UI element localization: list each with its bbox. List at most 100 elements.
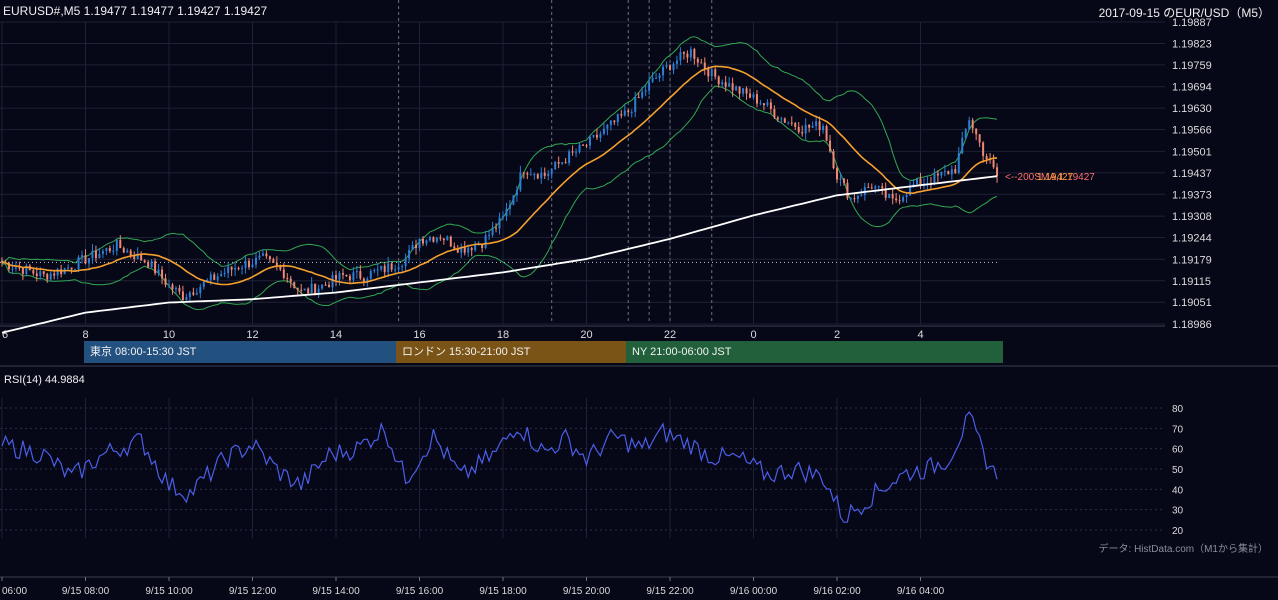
- candle-body: [352, 272, 355, 281]
- candle-body: [891, 193, 894, 199]
- candle-body: [818, 121, 821, 131]
- time-tick-label: 10: [163, 329, 175, 341]
- candle-body: [307, 288, 310, 293]
- candle-body: [463, 247, 466, 253]
- candle-body: [634, 97, 637, 113]
- candle-body: [975, 128, 978, 135]
- time-tick-label: 4: [917, 329, 923, 341]
- candle-body: [491, 227, 494, 235]
- candle-body: [672, 63, 675, 70]
- sma20-line: [1, 65, 998, 286]
- candle-body: [508, 204, 511, 209]
- candle-body: [856, 195, 859, 199]
- candle-body: [435, 237, 438, 242]
- candle-body: [35, 273, 38, 277]
- candle-body: [964, 129, 967, 138]
- price-tick-label: 1.19823: [1172, 38, 1212, 50]
- candle-body: [561, 162, 564, 164]
- candle-body: [759, 103, 762, 105]
- candle-body: [411, 244, 414, 251]
- candle-body: [94, 250, 97, 259]
- candle-body: [627, 110, 630, 113]
- candle-body: [982, 142, 985, 157]
- candle-body: [745, 88, 748, 94]
- candle-body: [822, 126, 825, 131]
- candle-body: [926, 182, 929, 184]
- candle-body: [905, 195, 908, 198]
- candle-body: [588, 136, 591, 146]
- candle-body: [206, 280, 209, 282]
- candle-body: [547, 173, 550, 176]
- candle-body: [916, 178, 919, 185]
- candle-body: [696, 58, 699, 63]
- candle-body: [289, 278, 292, 283]
- session-bar-london: ロンドン 15:30-21:00 JST: [396, 341, 626, 363]
- candle-body: [432, 237, 435, 242]
- candle-body: [195, 293, 198, 295]
- candle-body: [655, 77, 658, 79]
- candle-body: [223, 273, 226, 275]
- candle-body: [21, 267, 24, 274]
- candle-body: [717, 76, 720, 85]
- candle-body: [362, 278, 365, 282]
- candle-body: [42, 271, 45, 274]
- candle-body: [595, 134, 598, 138]
- candle-body: [126, 250, 129, 253]
- candle-body: [630, 112, 633, 114]
- candle-body: [842, 178, 845, 183]
- candle-body: [456, 248, 459, 253]
- last-price-label: 1.19427: [1037, 172, 1074, 183]
- candle-body: [679, 52, 682, 61]
- bottom-time-label: 9/15 22:00: [646, 586, 694, 597]
- time-tick-label: 14: [330, 329, 342, 341]
- candle-body: [557, 162, 560, 164]
- candle-body: [780, 118, 783, 120]
- candle-body: [220, 274, 223, 277]
- candle-body: [453, 246, 456, 249]
- candle-body: [662, 66, 665, 76]
- price-tick-label: 1.19051: [1172, 297, 1212, 309]
- candle-body: [39, 271, 42, 277]
- candle-body: [637, 97, 640, 99]
- candle-body: [359, 271, 362, 279]
- candle-body: [49, 273, 52, 280]
- time-tick-label: 18: [497, 329, 509, 341]
- candle-body: [408, 250, 411, 259]
- bottom-time-label: 9/15 16:00: [396, 586, 444, 597]
- candle-body: [275, 262, 278, 267]
- rsi-tick-label: 80: [1172, 404, 1184, 415]
- candle-body: [582, 144, 585, 146]
- candle-body: [32, 270, 35, 274]
- candle-body: [512, 195, 515, 205]
- candle-body: [241, 267, 244, 269]
- candle-body: [258, 255, 261, 258]
- candle-body: [498, 217, 501, 229]
- candle-body: [554, 162, 557, 170]
- rsi-tick-label: 30: [1172, 506, 1184, 517]
- candle-body: [279, 266, 282, 270]
- time-tick-label: 2: [834, 329, 840, 341]
- bollinger-lower-band: [1, 85, 998, 311]
- candle-body: [428, 237, 431, 241]
- candle-body: [954, 169, 957, 173]
- candle-body: [895, 198, 898, 201]
- candle-body: [129, 250, 132, 256]
- candle-body: [613, 120, 616, 123]
- candle-body: [550, 169, 553, 174]
- candle-body: [310, 283, 313, 293]
- candle-body: [811, 125, 814, 128]
- candle-body: [902, 197, 905, 202]
- candle-body: [366, 278, 369, 282]
- candle-body: [933, 173, 936, 184]
- candle-body: [950, 169, 953, 175]
- candle-body: [324, 284, 327, 286]
- candle-body: [345, 274, 348, 277]
- candle-body: [996, 167, 999, 177]
- bottom-time-label: 9/15 10:00: [145, 586, 193, 597]
- candle-body: [731, 83, 734, 91]
- candle-body: [853, 198, 856, 200]
- candle-body: [898, 200, 901, 202]
- price-tick-label: 1.19179: [1172, 254, 1212, 266]
- price-tick-label: 1.19759: [1172, 60, 1212, 72]
